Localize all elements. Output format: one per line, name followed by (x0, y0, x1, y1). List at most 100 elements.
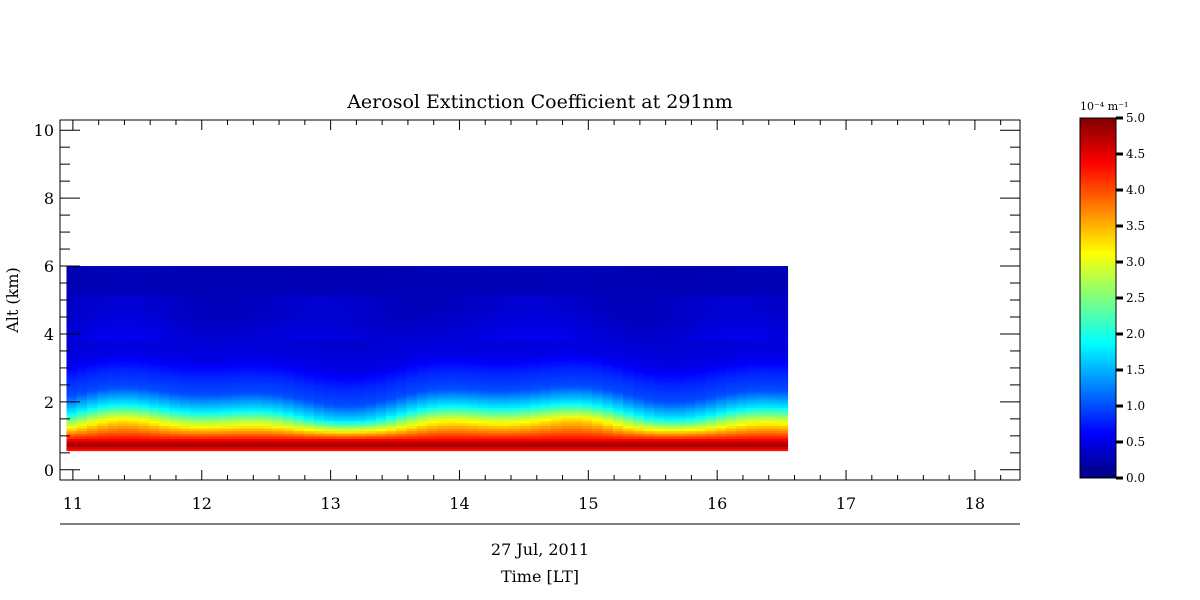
heatmap-cell (684, 353, 696, 357)
heatmap-cell (138, 438, 150, 442)
heatmap-cell (66, 356, 78, 360)
heatmap-cell (581, 343, 593, 347)
heatmap-cell (643, 425, 655, 429)
heatmap-cell (489, 425, 501, 429)
heatmap-cell (715, 309, 727, 313)
heatmap-cell (262, 438, 274, 442)
heatmap-cell (117, 289, 129, 293)
heatmap-cell (241, 410, 253, 414)
heatmap-cell (107, 332, 119, 337)
heatmap-cell (664, 332, 676, 337)
heatmap-cell (117, 332, 129, 337)
heatmap-cell (695, 430, 707, 434)
heatmap-cell (76, 322, 88, 326)
heatmap-cell (633, 304, 645, 308)
heatmap-cell (767, 371, 779, 375)
heatmap-cell (416, 392, 428, 396)
heatmap-cell (169, 407, 181, 411)
heatmap-cell (375, 392, 387, 396)
heatmap-cell (581, 317, 593, 321)
heatmap-cell (447, 402, 459, 406)
heatmap-cell (654, 407, 665, 411)
heatmap-cell (375, 363, 387, 367)
heatmap-cell (623, 397, 635, 401)
heatmap-cell (416, 353, 428, 357)
heatmap-cell (200, 338, 212, 342)
heatmap-cell (148, 415, 160, 419)
heatmap-cell (499, 389, 511, 393)
heatmap-cell (272, 330, 284, 334)
heatmap-cell (427, 394, 439, 398)
heatmap-cell (499, 425, 511, 429)
heatmap-cell (633, 410, 645, 414)
heatmap-cell (654, 440, 665, 445)
heatmap-cell (138, 386, 150, 391)
heatmap-cell (757, 343, 769, 347)
heatmap-cell (344, 343, 356, 347)
heatmap-cell (777, 392, 789, 396)
heatmap-cell (489, 394, 501, 398)
heatmap-cell (66, 443, 78, 447)
heatmap-cell (530, 394, 542, 398)
heatmap-cell (231, 286, 243, 290)
heatmap-cell (221, 294, 232, 298)
heatmap-cell (478, 296, 490, 301)
heatmap-cell (530, 410, 542, 414)
heatmap-cell (695, 291, 707, 295)
heatmap-cell (643, 412, 655, 416)
heatmap-cell (726, 386, 738, 391)
heatmap-cell (684, 286, 696, 290)
heatmap-cell (489, 371, 501, 375)
heatmap-cell (334, 304, 346, 308)
heatmap-cell (633, 271, 645, 275)
heatmap-cell (117, 417, 129, 421)
heatmap-cell (117, 304, 129, 308)
heatmap-cell (468, 312, 480, 316)
heatmap-cell (489, 422, 501, 427)
heatmap-cell (561, 348, 573, 352)
heatmap-cell (313, 404, 325, 409)
heatmap-cell (365, 394, 377, 398)
heatmap-cell (355, 425, 366, 429)
heatmap-cell (468, 343, 480, 347)
heatmap-cell (757, 417, 769, 421)
heatmap-cell (767, 412, 779, 416)
heatmap-cell (520, 289, 531, 293)
heatmap-cell (520, 420, 531, 424)
heatmap-cell (117, 386, 129, 391)
heatmap-cell (468, 361, 480, 365)
heatmap-cell (561, 345, 573, 349)
heatmap-cell (344, 417, 356, 421)
heatmap-cell (705, 374, 717, 378)
heatmap-cell (520, 371, 531, 375)
heatmap-cell (386, 448, 397, 452)
heatmap-cell (200, 278, 212, 283)
heatmap-cell (437, 278, 449, 283)
heatmap-cell (128, 307, 140, 311)
heatmap-cell (262, 376, 274, 380)
heatmap-cell (468, 371, 480, 375)
heatmap-cell (355, 407, 366, 411)
heatmap-cell (231, 425, 243, 429)
heatmap-cell (179, 284, 191, 288)
heatmap-cell (499, 276, 511, 280)
heatmap-cell (344, 307, 356, 311)
heatmap-cell (427, 392, 439, 396)
heatmap-cell (355, 276, 366, 280)
heatmap-cell (231, 304, 243, 308)
heatmap-cell (117, 296, 129, 301)
heatmap-cell (87, 422, 98, 427)
heatmap-cell (602, 332, 614, 337)
heatmap-cell (664, 345, 676, 349)
heatmap-cell (767, 271, 779, 275)
heatmap-cell (633, 281, 645, 285)
heatmap-cell (179, 296, 191, 301)
heatmap-cell (550, 410, 562, 414)
heatmap-cell (561, 384, 573, 388)
heatmap-cell (581, 368, 593, 373)
heatmap-cell (128, 276, 140, 280)
heatmap-cell (87, 353, 98, 357)
heatmap-cell (643, 371, 655, 375)
heatmap-cell (478, 343, 490, 347)
heatmap-cell (231, 448, 243, 452)
